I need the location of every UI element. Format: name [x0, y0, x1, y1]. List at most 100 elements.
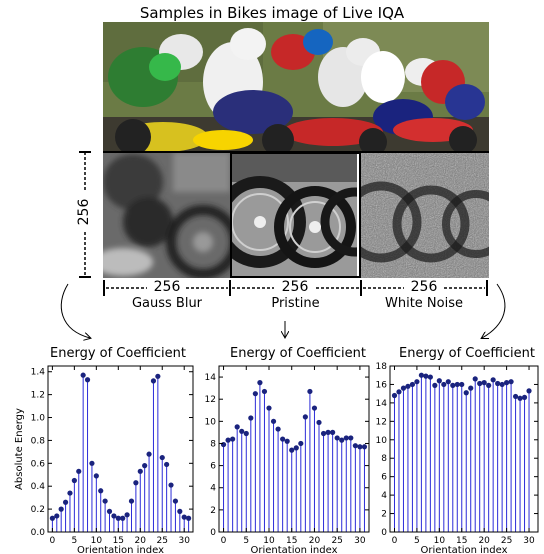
stem-marker — [280, 436, 286, 442]
x-tick-label: 20 — [478, 536, 490, 546]
x-tick-label: 15 — [113, 536, 124, 546]
bikes-photo — [103, 22, 489, 152]
y-tick-label: 10 — [376, 436, 388, 446]
stem-marker — [302, 414, 308, 420]
stem-marker — [106, 508, 113, 514]
chart-title: Energy of Coefficient — [50, 346, 186, 361]
stem-marker — [495, 380, 501, 387]
stem-marker — [120, 515, 126, 521]
x-tick-label: 20 — [135, 536, 147, 546]
pristine-patch — [230, 152, 357, 278]
y-tick-label: 8 — [210, 439, 216, 449]
stem-marker — [220, 441, 227, 448]
gauss-blur-label: Gauss Blur — [131, 296, 203, 311]
stem-marker — [441, 381, 447, 388]
stem-marker — [400, 385, 407, 391]
x-tick-label: 20 — [309, 536, 321, 546]
x-tick-label: 15 — [456, 536, 467, 546]
stem-marker — [298, 440, 304, 447]
x-axis-label: Orientation index — [421, 545, 508, 554]
y-tick-label: 8 — [381, 454, 387, 464]
stem-marker — [225, 437, 231, 443]
patch-row-top-border — [103, 151, 489, 153]
stem-marker — [71, 477, 77, 484]
y-tick-label: 0.6 — [31, 459, 46, 469]
stem-marker — [150, 378, 157, 384]
white-noise-size-label: 256 — [410, 279, 438, 295]
stem-marker — [293, 445, 299, 451]
stem-marker — [468, 385, 474, 391]
stem-marker — [239, 428, 245, 434]
y-tick-label: 12 — [205, 395, 216, 405]
stem-marker — [142, 463, 148, 469]
x-tick-label: 25 — [501, 536, 512, 546]
stem-marker — [252, 391, 258, 397]
x-tick-label: 0 — [221, 536, 227, 546]
x-tick-label: 0 — [50, 536, 56, 546]
y-tick-label: 10 — [205, 417, 217, 427]
stem-marker — [463, 390, 469, 396]
stem-marker — [164, 461, 170, 468]
stem-marker — [396, 389, 402, 395]
stem-marker — [93, 473, 99, 479]
stem-marker — [526, 388, 532, 394]
y-tick-label: 2 — [210, 506, 216, 516]
vertical-size-label: 256 — [76, 198, 92, 226]
stem-marker — [98, 488, 104, 494]
x-axis-label: Orientation index — [77, 545, 164, 554]
stem-marker — [477, 380, 483, 387]
stem-marker — [499, 381, 505, 388]
stem-marker — [454, 381, 460, 388]
stem-marker — [357, 444, 363, 450]
stem-marker — [102, 498, 108, 504]
plot-frame — [218, 365, 370, 533]
y-tick-label: 16 — [376, 380, 388, 390]
stem-marker — [311, 405, 318, 411]
x-tick-label: 25 — [331, 536, 342, 546]
stem-marker — [325, 429, 331, 435]
y-tick-label: 0 — [381, 528, 387, 538]
plot-frame — [47, 365, 194, 533]
stem-marker — [490, 377, 496, 383]
stem-marker — [62, 499, 69, 505]
stem-marker — [343, 435, 349, 441]
stem-marker — [517, 395, 523, 401]
stem-marker — [289, 447, 295, 453]
x-tick-label: 30 — [178, 536, 190, 546]
chart-title: Energy of Coefficient — [230, 346, 366, 361]
stem-marker — [352, 443, 358, 449]
x-axis-label: Orientation index — [251, 545, 338, 554]
stem-marker — [124, 512, 130, 518]
x-tick-label: 0 — [392, 536, 398, 546]
stem-marker — [427, 374, 433, 380]
gauss-blur-patch — [103, 152, 230, 278]
stem-marker — [128, 498, 135, 504]
stem-marker — [137, 468, 143, 474]
pristine-patch-border — [230, 152, 361, 278]
x-tick-label: 15 — [286, 536, 297, 546]
stem-marker — [261, 388, 268, 395]
stem-marker — [432, 382, 438, 388]
stem-marker — [243, 430, 249, 437]
figure-title: Samples in Bikes image of Live IQA — [139, 4, 405, 22]
stem-marker — [80, 372, 86, 378]
stem-marker — [330, 429, 336, 435]
x-tick-label: 10 — [434, 536, 446, 546]
y-axis-label: Absolute Energy — [14, 408, 25, 490]
y-tick-label: 6 — [381, 473, 387, 483]
stem-marker — [472, 376, 478, 382]
x-tick-label: 5 — [414, 536, 420, 546]
stem-marker — [111, 513, 117, 519]
stem-marker — [418, 372, 424, 378]
stem-marker — [54, 513, 60, 519]
y-tick-label: 12 — [376, 417, 387, 427]
stem-marker — [234, 424, 240, 430]
stem-marker — [115, 515, 121, 521]
white-noise-energy-chart: Energy of Coefficient 0 5 10 15 20 25 30 0 2 4 6 8 1… — [360, 346, 544, 554]
x-tick-label: 5 — [243, 536, 249, 546]
stem-marker — [270, 418, 277, 424]
x-tick-label: 30 — [523, 536, 535, 546]
stem-marker — [133, 480, 139, 486]
stem-marker — [436, 378, 442, 384]
